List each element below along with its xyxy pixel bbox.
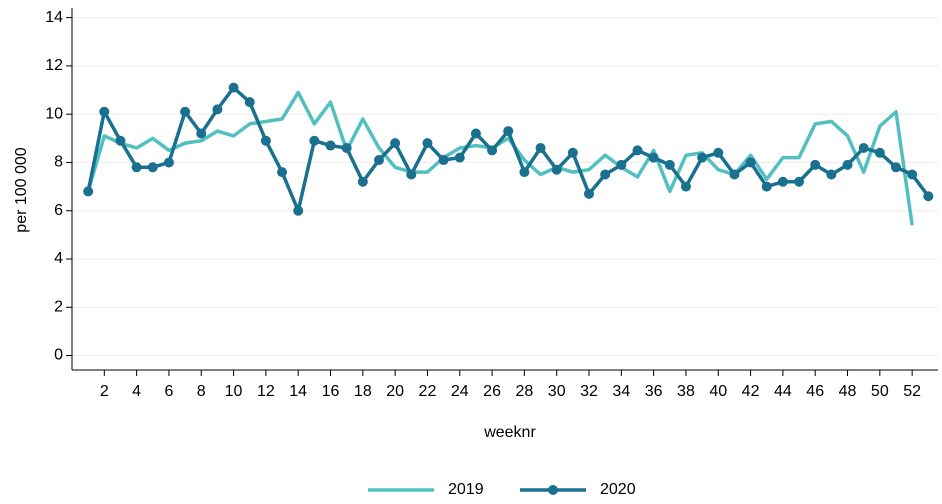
series-marker <box>406 169 417 180</box>
series-marker <box>697 152 708 163</box>
series-marker <box>163 157 174 168</box>
series-marker <box>277 167 288 178</box>
series-marker <box>907 169 918 180</box>
series-marker <box>470 128 481 139</box>
y-axis-label: per 100 000 <box>13 147 30 233</box>
x-tick-label: 28 <box>515 383 533 400</box>
series-marker <box>535 142 546 153</box>
series-marker <box>648 152 659 163</box>
series-marker <box>373 155 384 166</box>
series-marker <box>244 97 255 108</box>
series-marker <box>131 162 142 173</box>
series-marker <box>826 169 837 180</box>
x-tick-label: 48 <box>839 383 857 400</box>
x-tick-label: 8 <box>197 383 206 400</box>
series-marker <box>664 159 675 170</box>
series-marker <box>923 191 934 202</box>
series-marker <box>228 82 239 93</box>
x-tick-label: 14 <box>289 383 307 400</box>
series-marker <box>616 159 627 170</box>
series-marker <box>212 104 223 115</box>
series-marker <box>83 186 94 197</box>
x-tick-label: 32 <box>580 383 598 400</box>
series-marker <box>842 159 853 170</box>
series-marker <box>858 142 869 153</box>
x-tick-label: 20 <box>386 383 404 400</box>
series-marker <box>551 164 562 175</box>
x-axis-label: weeknr <box>483 424 536 441</box>
series-marker <box>680 181 691 192</box>
x-tick-label: 22 <box>419 383 437 400</box>
x-tick-label: 34 <box>612 383 630 400</box>
x-tick-label: 6 <box>164 383 173 400</box>
x-tick-label: 40 <box>709 383 727 400</box>
y-tick-label: 0 <box>54 347 63 364</box>
x-tick-label: 10 <box>225 383 243 400</box>
y-tick-label: 12 <box>45 57 63 74</box>
series-marker <box>341 142 352 153</box>
series-marker <box>745 157 756 168</box>
series-marker <box>777 176 788 187</box>
series-marker <box>390 138 401 149</box>
series-marker <box>761 181 772 192</box>
x-tick-label: 44 <box>774 383 792 400</box>
series-marker <box>567 147 578 158</box>
series-marker <box>454 152 465 163</box>
x-tick-label: 42 <box>742 383 760 400</box>
series-marker <box>729 169 740 180</box>
legend-label: 2019 <box>448 481 484 498</box>
series-marker <box>600 169 611 180</box>
series-marker <box>422 138 433 149</box>
series-marker <box>115 135 126 146</box>
x-tick-label: 18 <box>354 383 372 400</box>
series-marker <box>325 140 336 151</box>
y-tick-label: 8 <box>54 154 63 171</box>
legend-marker <box>548 485 558 495</box>
series-marker <box>632 145 643 156</box>
series-marker <box>810 159 821 170</box>
y-tick-label: 6 <box>54 202 63 219</box>
x-tick-label: 24 <box>451 383 469 400</box>
series-marker <box>713 147 724 158</box>
legend-label: 2020 <box>600 481 636 498</box>
y-tick-label: 4 <box>54 250 63 267</box>
series-marker <box>487 145 498 156</box>
series-marker <box>519 167 530 178</box>
series-marker <box>438 155 449 166</box>
y-tick-label: 10 <box>45 105 63 122</box>
x-tick-label: 50 <box>871 383 889 400</box>
series-marker <box>99 106 110 117</box>
x-tick-label: 46 <box>806 383 824 400</box>
series-marker <box>260 135 271 146</box>
series-marker <box>309 135 320 146</box>
y-tick-label: 14 <box>45 9 63 26</box>
series-marker <box>874 147 885 158</box>
x-tick-label: 26 <box>483 383 501 400</box>
x-tick-label: 30 <box>548 383 566 400</box>
x-tick-label: 38 <box>677 383 695 400</box>
x-tick-label: 16 <box>322 383 340 400</box>
x-tick-label: 12 <box>257 383 275 400</box>
x-tick-label: 4 <box>132 383 141 400</box>
x-tick-label: 52 <box>903 383 921 400</box>
series-marker <box>890 162 901 173</box>
y-tick-label: 2 <box>54 298 63 315</box>
x-tick-label: 2 <box>100 383 109 400</box>
series-marker <box>147 162 158 173</box>
series-marker <box>794 176 805 187</box>
series-marker <box>584 188 595 199</box>
series-marker <box>196 128 207 139</box>
series-marker <box>293 205 304 216</box>
x-tick-label: 36 <box>645 383 663 400</box>
series-marker <box>180 106 191 117</box>
series-marker <box>357 176 368 187</box>
series-marker <box>503 126 514 137</box>
series-line <box>86 90 914 226</box>
